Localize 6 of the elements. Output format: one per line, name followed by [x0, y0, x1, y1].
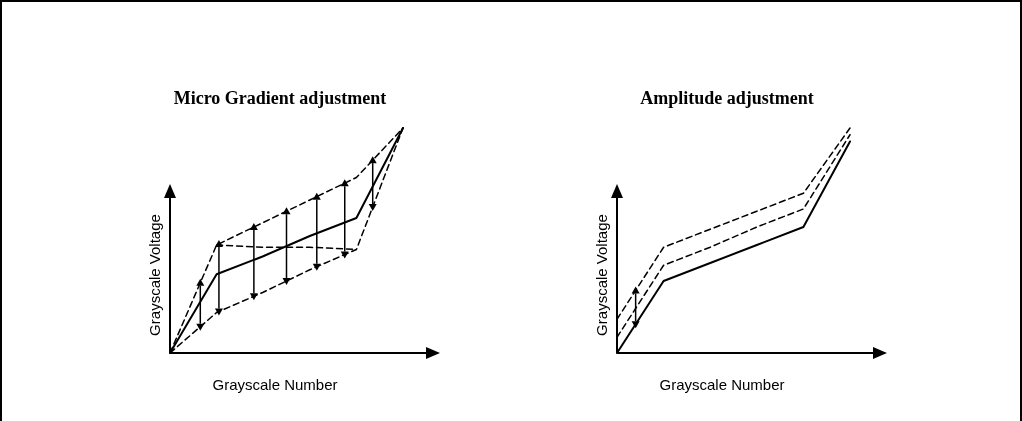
x-axis-title: Grayscale Number	[212, 376, 338, 393]
x-axis-title: Grayscale Number	[659, 376, 785, 393]
y-axis-title: Grayscale Voltage	[593, 214, 610, 336]
chart-title: Amplitude adjustment	[640, 88, 814, 108]
chart-title: Micro Gradient adjustment	[173, 88, 387, 108]
y-axis-title: Grayscale Voltage	[146, 214, 163, 336]
